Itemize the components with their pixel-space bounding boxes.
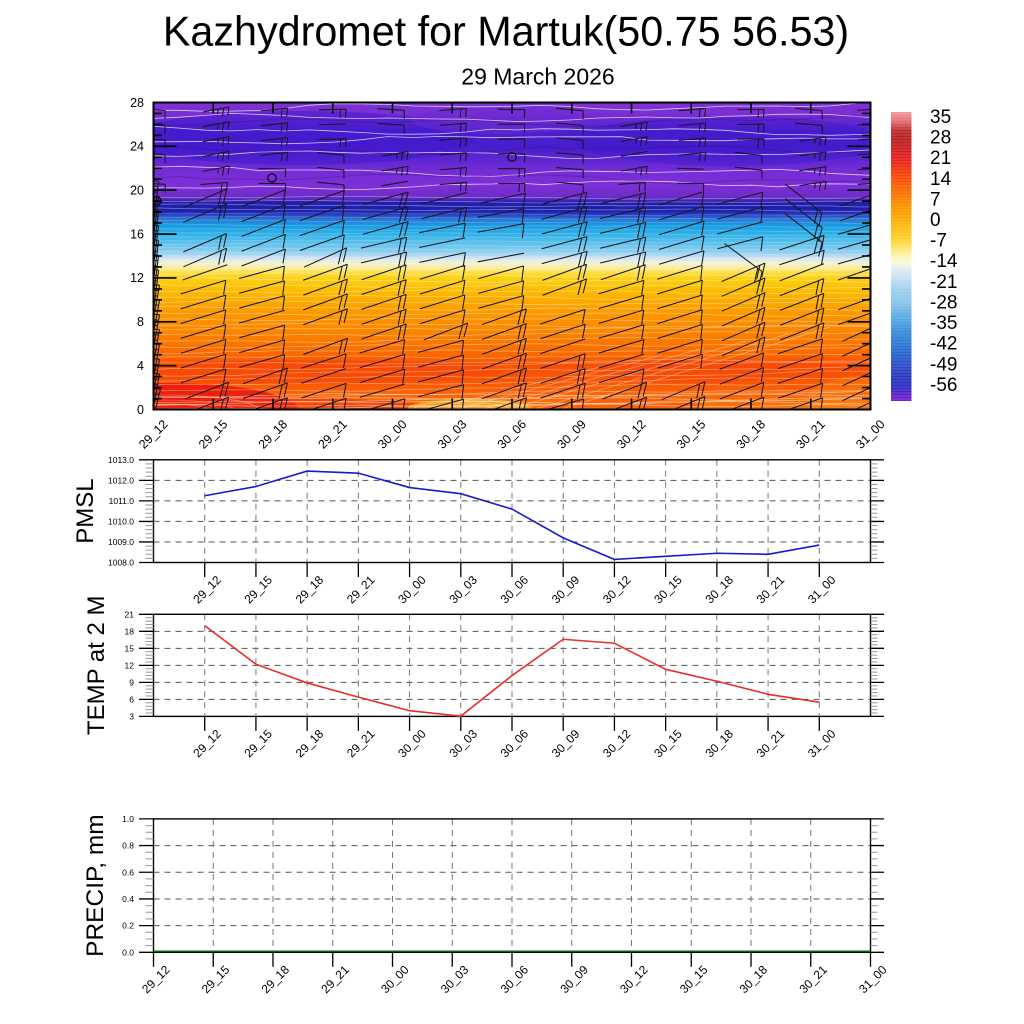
svg-text:16: 16 <box>130 227 144 241</box>
svg-text:30_09: 30_09 <box>549 726 583 760</box>
svg-text:30_00: 30_00 <box>395 573 429 607</box>
svg-text:21: 21 <box>125 609 135 619</box>
svg-text:35: 35 <box>930 107 951 128</box>
svg-text:PMSL: PMSL <box>72 478 99 543</box>
svg-text:29_21: 29_21 <box>318 962 352 996</box>
svg-text:29_21: 29_21 <box>344 573 378 607</box>
svg-text:-28: -28 <box>930 293 957 314</box>
svg-text:29_12: 29_12 <box>190 573 224 607</box>
svg-text:-7: -7 <box>930 231 947 252</box>
svg-text:12: 12 <box>125 660 135 670</box>
svg-text:30_00: 30_00 <box>375 417 410 452</box>
svg-text:30_00: 30_00 <box>378 962 412 996</box>
svg-text:30_09: 30_09 <box>557 962 591 996</box>
svg-text:0: 0 <box>137 403 144 417</box>
svg-text:30_21: 30_21 <box>754 573 788 607</box>
svg-text:29_15: 29_15 <box>199 962 233 996</box>
svg-text:30_00: 30_00 <box>395 726 429 760</box>
svg-text:0.8: 0.8 <box>122 841 134 851</box>
svg-text:24: 24 <box>130 140 144 154</box>
svg-text:1.0: 1.0 <box>122 814 134 824</box>
svg-text:-35: -35 <box>930 313 957 334</box>
svg-text:-14: -14 <box>930 251 958 272</box>
svg-text:29_21: 29_21 <box>315 417 350 452</box>
svg-text:30_18: 30_18 <box>734 417 769 452</box>
svg-text:30_09: 30_09 <box>554 417 589 452</box>
svg-text:28: 28 <box>130 96 144 110</box>
svg-text:1012.0: 1012.0 <box>108 475 134 485</box>
svg-text:29_12: 29_12 <box>139 962 173 996</box>
svg-text:6: 6 <box>129 694 134 704</box>
svg-text:30_15: 30_15 <box>674 417 709 452</box>
svg-text:29 March 2026: 29 March 2026 <box>461 64 614 90</box>
svg-text:30_21: 30_21 <box>754 726 788 760</box>
svg-text:PRECIP, mm: PRECIP, mm <box>82 814 109 957</box>
svg-text:29_15: 29_15 <box>196 417 231 452</box>
svg-text:TEMP at 2 M: TEMP at 2 M <box>83 596 110 736</box>
svg-text:31_00: 31_00 <box>853 417 888 452</box>
svg-text:30_18: 30_18 <box>703 726 737 760</box>
svg-text:30_15: 30_15 <box>651 726 685 760</box>
svg-text:20: 20 <box>130 184 144 198</box>
svg-text:30_06: 30_06 <box>498 962 532 996</box>
svg-text:30_21: 30_21 <box>793 417 828 452</box>
svg-text:29_18: 29_18 <box>256 417 291 452</box>
svg-text:30_12: 30_12 <box>614 417 649 452</box>
svg-text:9: 9 <box>129 677 134 687</box>
svg-text:30_18: 30_18 <box>737 962 771 996</box>
svg-text:29_15: 29_15 <box>242 573 276 607</box>
svg-text:-42: -42 <box>930 334 957 355</box>
svg-text:30_09: 30_09 <box>549 573 583 607</box>
svg-text:30_12: 30_12 <box>600 573 634 607</box>
svg-text:29_12: 29_12 <box>136 417 171 452</box>
svg-text:0: 0 <box>930 210 941 231</box>
svg-text:1010.0: 1010.0 <box>108 516 134 526</box>
svg-text:31_00: 31_00 <box>805 726 839 760</box>
svg-text:30_06: 30_06 <box>498 573 532 607</box>
svg-text:0.0: 0.0 <box>122 947 134 957</box>
svg-text:31_00: 31_00 <box>856 962 890 996</box>
svg-text:30_12: 30_12 <box>617 962 651 996</box>
svg-text:30_03: 30_03 <box>438 962 472 996</box>
svg-text:30_15: 30_15 <box>677 962 711 996</box>
svg-text:29_18: 29_18 <box>293 726 327 760</box>
svg-text:29_21: 29_21 <box>344 726 378 760</box>
svg-text:8: 8 <box>137 315 144 329</box>
svg-text:30_03: 30_03 <box>446 726 480 760</box>
svg-text:-49: -49 <box>930 354 957 375</box>
svg-text:29_18: 29_18 <box>293 573 327 607</box>
svg-text:3: 3 <box>129 711 134 721</box>
svg-text:Kazhydromet for Martuk(50.75 5: Kazhydromet for Martuk(50.75 56.53) <box>163 9 849 55</box>
svg-text:30_03: 30_03 <box>435 417 470 452</box>
svg-text:30_06: 30_06 <box>495 417 530 452</box>
svg-text:15: 15 <box>125 643 135 653</box>
svg-text:30_03: 30_03 <box>446 573 480 607</box>
svg-text:29_18: 29_18 <box>259 962 293 996</box>
svg-text:-21: -21 <box>930 272 957 293</box>
svg-text:30_06: 30_06 <box>498 726 532 760</box>
svg-text:1013.0: 1013.0 <box>108 455 134 465</box>
svg-text:1009.0: 1009.0 <box>108 537 134 547</box>
svg-text:0.2: 0.2 <box>122 921 134 931</box>
svg-text:4: 4 <box>137 359 144 373</box>
svg-text:1008.0: 1008.0 <box>108 558 134 568</box>
svg-text:0.6: 0.6 <box>122 867 134 877</box>
svg-text:31_00: 31_00 <box>805 573 839 607</box>
svg-text:0.4: 0.4 <box>122 894 134 904</box>
svg-text:30_15: 30_15 <box>651 573 685 607</box>
svg-text:30_12: 30_12 <box>600 726 634 760</box>
svg-text:12: 12 <box>130 271 144 285</box>
svg-text:-56: -56 <box>930 375 957 396</box>
svg-text:14: 14 <box>930 169 952 190</box>
svg-text:30_18: 30_18 <box>703 573 737 607</box>
svg-text:29_15: 29_15 <box>242 726 276 760</box>
svg-text:29_12: 29_12 <box>190 726 224 760</box>
svg-text:1011.0: 1011.0 <box>109 496 135 506</box>
svg-text:28: 28 <box>930 128 951 149</box>
svg-text:7: 7 <box>930 189 941 210</box>
svg-text:30_21: 30_21 <box>796 962 830 996</box>
svg-text:21: 21 <box>930 148 951 169</box>
svg-text:18: 18 <box>125 626 135 636</box>
